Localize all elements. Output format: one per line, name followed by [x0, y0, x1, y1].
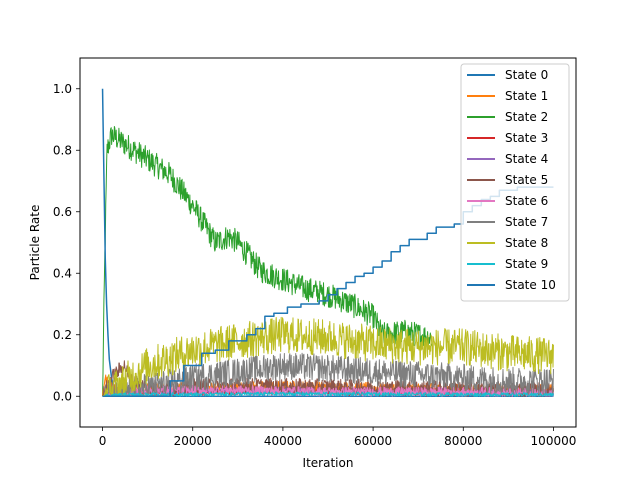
x-tick-label: 100000 [531, 434, 577, 448]
series-line-state-8 [102, 316, 554, 397]
series-line-state-9 [102, 391, 554, 397]
y-tick-label: 0.0 [53, 389, 72, 403]
x-tick-label: 0 [99, 434, 107, 448]
y-tick-label: 0.2 [53, 328, 72, 342]
y-tick-label: 1.0 [53, 82, 72, 96]
legend-box [460, 63, 570, 302]
legend-entry: State 7 [505, 215, 548, 229]
legend-entry: State 3 [505, 131, 548, 145]
legend-entry: State 6 [505, 194, 548, 208]
legend-entry: State 5 [505, 173, 548, 187]
y-axis-label: Particle Rate [28, 205, 42, 281]
legend-entry: State 4 [505, 152, 548, 166]
y-tick-label: 0.4 [53, 266, 72, 280]
series-line-state-2 [102, 125, 433, 397]
x-axis-label: Iteration [303, 456, 354, 470]
x-axis: 0 20000 40000 60000 80000 100000 [99, 427, 577, 448]
x-tick-label: 80000 [444, 434, 482, 448]
x-tick-label: 60000 [354, 434, 392, 448]
series-line-state-5 [102, 360, 554, 397]
legend: State 0 State 1 State 2 State 3 State 4 State… [460, 63, 570, 302]
series-line-state-7 [102, 352, 554, 397]
legend-entry: State 8 [505, 236, 548, 250]
x-tick-label: 20000 [174, 434, 212, 448]
y-tick-label: 0.6 [53, 205, 72, 219]
legend-entry: State 1 [505, 89, 548, 103]
legend-entry: State 0 [505, 68, 548, 82]
axes-frame [79, 57, 577, 428]
legend-entry: State 9 [505, 257, 548, 271]
x-tick-label: 40000 [264, 434, 302, 448]
legend-entry: State 2 [505, 110, 548, 124]
y-axis: 0.0 0.2 0.4 0.6 0.8 1.0 [53, 82, 80, 403]
legend-entry: State 10 [505, 278, 556, 292]
y-tick-label: 0.8 [53, 143, 72, 157]
